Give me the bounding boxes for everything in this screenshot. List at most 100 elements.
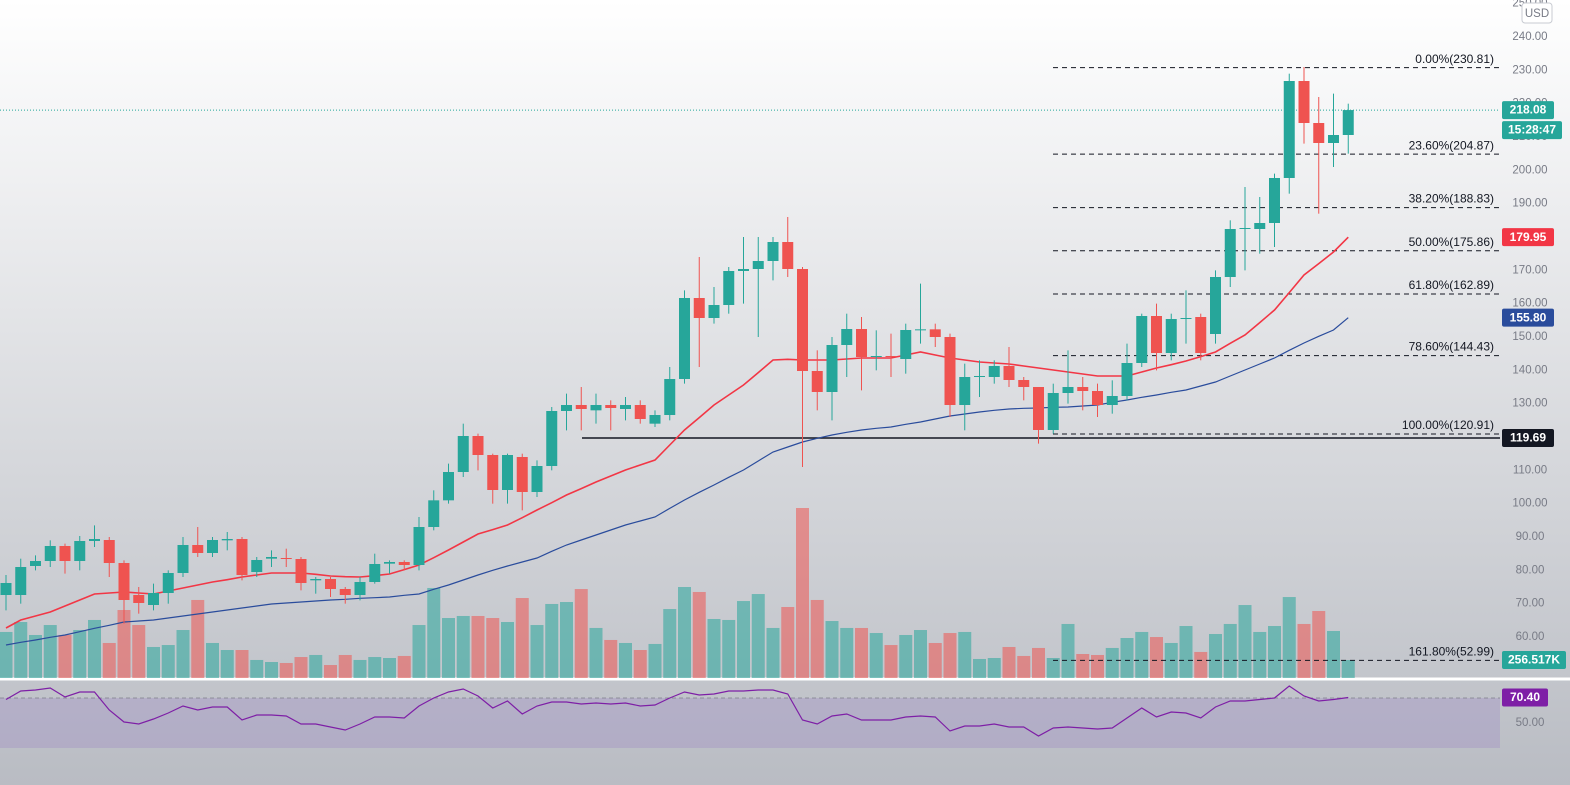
volume-bar [265, 662, 278, 678]
fib-label: 78.60%(144.43) [1409, 340, 1494, 354]
volume-bar [250, 659, 264, 678]
volume-bar [176, 630, 190, 678]
volume-bar [692, 591, 706, 678]
volume-bar [73, 630, 87, 678]
volume-bar [987, 658, 1001, 678]
volume-bar [1046, 658, 1060, 678]
volume-bar [899, 634, 913, 678]
sma-badge: 155.80 [1510, 310, 1547, 324]
candle-body [1224, 229, 1236, 277]
hline-badge-bg [1502, 429, 1554, 448]
volume-bar [1061, 623, 1075, 678]
candle-body [192, 545, 204, 553]
candle-body [443, 472, 454, 501]
volume-bar [442, 618, 455, 678]
candle-body [310, 579, 322, 581]
volume-bar [220, 650, 234, 678]
ema-badge: 179.95 [1510, 230, 1547, 244]
candle-body [723, 271, 735, 305]
volume-bar [619, 642, 632, 678]
candle-body [988, 366, 1000, 377]
candle-body [1298, 81, 1310, 123]
candle-body [1180, 318, 1192, 319]
candle-body [251, 560, 263, 572]
candle-body [811, 371, 823, 392]
volume-bar [353, 659, 367, 678]
volume-bar [914, 630, 927, 678]
candle-body [870, 356, 882, 357]
candle-body [133, 595, 145, 603]
volume-bar [383, 658, 396, 678]
y-tick-label: 70.00 [1516, 598, 1545, 610]
volume-bar [545, 603, 559, 678]
hline-badge: 119.69 [1510, 431, 1546, 445]
volume-bar [88, 619, 101, 678]
volume-bar [648, 643, 662, 678]
volume-bar [456, 615, 470, 678]
candle-body [369, 564, 381, 582]
volume-bar [958, 631, 972, 678]
candle-body [797, 269, 808, 371]
candle-body [885, 356, 897, 357]
candle-body [649, 415, 661, 424]
rsi-badge-bg [1502, 688, 1548, 707]
candle-body [915, 329, 926, 331]
volume-bar [206, 642, 219, 678]
fib-label: 0.00%(230.81) [1415, 52, 1494, 66]
volume-bar [633, 650, 647, 678]
volume-bar [796, 508, 809, 678]
candle-body [502, 455, 513, 490]
volume-bar [1341, 660, 1355, 678]
volume-bar [294, 657, 308, 678]
rsi-line [5, 685, 1349, 737]
volume-bar [43, 625, 57, 678]
y-tick-label: 150.00 [1512, 331, 1547, 343]
candle-body [634, 405, 646, 419]
candle-body [708, 305, 720, 318]
candle-body [339, 589, 351, 595]
candle-body [118, 563, 130, 600]
y-tick-label: 140.00 [1512, 364, 1547, 376]
candle-body [546, 411, 558, 466]
countdown-badge: 15:28:47 [1508, 123, 1556, 137]
candle-body [236, 539, 248, 575]
volume-bar [1032, 647, 1045, 678]
candle-body [1136, 316, 1148, 363]
volume-bar [191, 599, 205, 678]
y-tick-label: 170.00 [1512, 264, 1547, 276]
volume-bar [501, 622, 514, 678]
y-tick-label: 130.00 [1512, 398, 1547, 410]
candle-body [767, 242, 779, 261]
rsi-badge: 70.40 [1510, 690, 1540, 704]
volume-bar [1194, 651, 1208, 678]
volume-bar [486, 618, 500, 678]
volume-bar [29, 634, 42, 678]
y-tick-label: 80.00 [1516, 564, 1545, 576]
candle-body [959, 377, 971, 405]
candle-body [1210, 277, 1221, 334]
candle-body [177, 545, 189, 573]
candle-body [516, 457, 528, 492]
volume-badge: 256.517K [1508, 653, 1560, 667]
volume-bar [884, 645, 898, 678]
candle-body [280, 558, 292, 559]
candle-body [1047, 393, 1059, 430]
volume-bar [751, 594, 765, 678]
volume-bar [810, 599, 824, 678]
candle-body [944, 337, 956, 405]
volume-bar [589, 627, 603, 678]
currency-box[interactable] [1521, 2, 1553, 24]
candle-body [1018, 380, 1030, 387]
candle-body [1195, 317, 1207, 353]
candle-body [266, 557, 277, 559]
y-tick-label: 190.00 [1512, 198, 1547, 210]
volume-bar [471, 615, 485, 678]
candle-body [398, 562, 410, 565]
volume-bar [560, 602, 573, 678]
candle-body [0, 583, 12, 595]
candle-body [428, 500, 440, 527]
candle-body [1313, 123, 1325, 143]
volume-bar [1327, 630, 1340, 678]
